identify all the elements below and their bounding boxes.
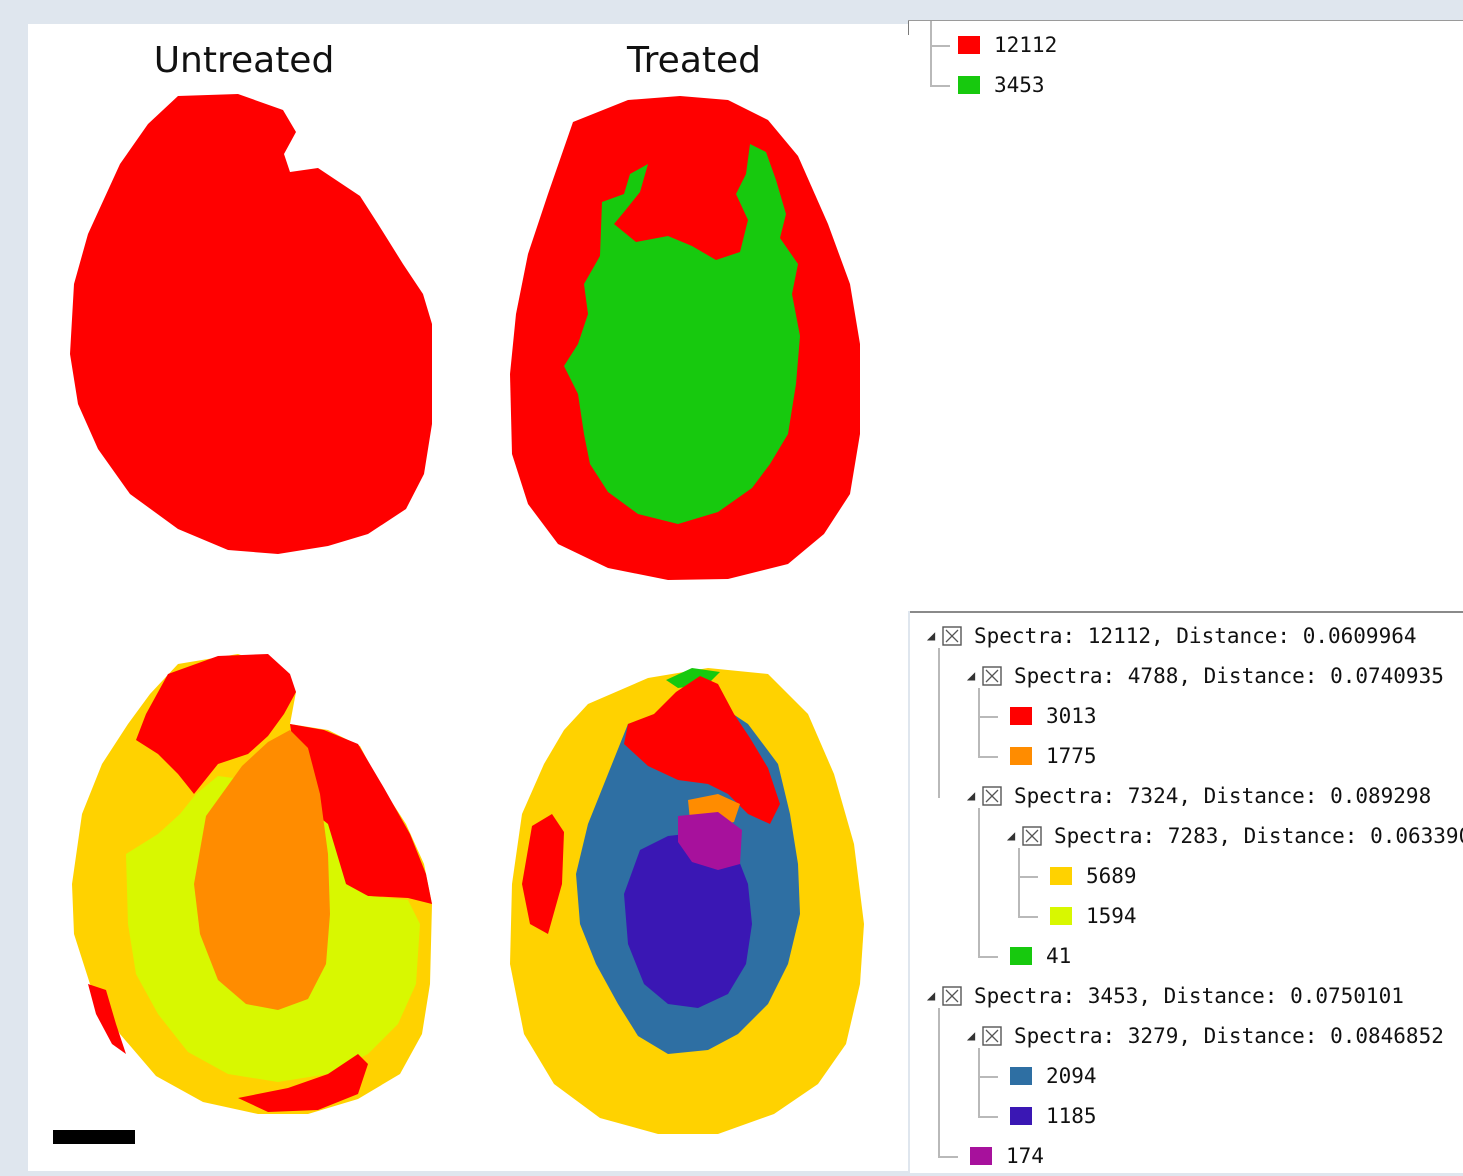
- cluster-checkbox-icon[interactable]: [982, 1026, 1002, 1046]
- tree-leaf-node[interactable]: 5689: [1050, 856, 1137, 896]
- tree-connector: [930, 85, 950, 87]
- treated-detail-region-red-left: [522, 814, 564, 934]
- cluster-checkbox-icon[interactable]: [942, 626, 962, 646]
- treated-k2-region-green: [564, 144, 800, 524]
- tree-node-label: Spectra: 4788, Distance: 0.0740935: [1014, 664, 1444, 688]
- tree-connector: [978, 808, 980, 958]
- segmentation-figure: Untreated Treated: [28, 24, 908, 1171]
- tree-leaf-node[interactable]: 1594: [1050, 896, 1137, 936]
- bottom-cluster-tree-panel: ◢ Spectra: 12112, Distance: 0.0609964 ◢ Spe…: [910, 611, 1463, 1173]
- tree-cluster-node[interactable]: ◢ Spectra: 4788, Distance: 0.0740935: [960, 656, 1444, 696]
- tree-cluster-node[interactable]: ◢ Spectra: 3279, Distance: 0.0846852: [960, 1016, 1444, 1056]
- tree-node-label: Spectra: 3279, Distance: 0.0846852: [1014, 1024, 1444, 1048]
- tree-connector: [930, 21, 932, 85]
- untreated-detail-region-red-bottom: [238, 1054, 368, 1112]
- tree-leaf-3453[interactable]: 3453: [958, 65, 1045, 105]
- untreated-detail-region-orange: [194, 730, 330, 1010]
- tree-connector: [978, 956, 998, 958]
- top-cluster-tree-panel: 12112 3453: [908, 20, 1463, 611]
- scale-bar: [53, 1130, 135, 1144]
- untreated-detail-region-red-left: [88, 984, 126, 1054]
- cluster-checkbox-icon[interactable]: [982, 786, 1002, 806]
- tree-cluster-node[interactable]: ◢ Spectra: 12112, Distance: 0.0609964: [920, 616, 1417, 656]
- tree-connector: [978, 716, 998, 718]
- cluster-color-swatch: [1010, 947, 1032, 965]
- tree-connector: [938, 1008, 940, 1158]
- treated-label: Treated: [626, 40, 762, 81]
- tree-leaf-label: 12112: [994, 33, 1058, 57]
- cluster-color-swatch: [958, 36, 980, 54]
- cluster-color-swatch: [1050, 907, 1072, 925]
- tree-connector: [978, 1116, 998, 1118]
- tree-connector: [1018, 876, 1038, 878]
- untreated-label: Untreated: [153, 40, 335, 81]
- tree-connector: [1018, 848, 1020, 918]
- untreated-detail-region-red-right: [290, 724, 432, 904]
- untreated-k2-region-red: [70, 94, 432, 554]
- expand-arrow-icon[interactable]: ◢: [926, 628, 936, 644]
- treated-detail-region-red-top: [624, 676, 780, 824]
- tree-leaf-label: 3013: [1046, 704, 1097, 728]
- tree-node-label: Spectra: 3453, Distance: 0.0750101: [974, 984, 1404, 1008]
- expand-arrow-icon[interactable]: ◢: [926, 988, 936, 1004]
- tree-leaf-label: 41: [1046, 944, 1072, 968]
- tree-cluster-node[interactable]: ◢ Spectra: 3453, Distance: 0.0750101: [920, 976, 1404, 1016]
- tree-leaf-label: 174: [1006, 1144, 1044, 1168]
- tree-connector: [1018, 916, 1038, 918]
- cluster-color-swatch: [1050, 867, 1072, 885]
- expand-arrow-icon[interactable]: ◢: [966, 668, 976, 684]
- expand-arrow-icon[interactable]: ◢: [966, 788, 976, 804]
- tree-connector: [978, 688, 980, 758]
- expand-arrow-icon[interactable]: ◢: [966, 1028, 976, 1044]
- panel-edge-line: [908, 21, 909, 35]
- treated-detail-region-indigo: [624, 832, 752, 1008]
- cluster-color-swatch: [1010, 747, 1032, 765]
- tree-node-label: Spectra: 7324, Distance: 0.089298: [1014, 784, 1432, 808]
- tree-connector: [930, 45, 950, 47]
- cluster-checkbox-icon[interactable]: [1022, 826, 1042, 846]
- tree-leaf-label: 1594: [1086, 904, 1137, 928]
- tree-connector: [978, 1048, 980, 1118]
- cluster-checkbox-icon[interactable]: [942, 986, 962, 1006]
- cluster-color-swatch: [958, 76, 980, 94]
- tree-cluster-node[interactable]: ◢ Spectra: 7324, Distance: 0.089298: [960, 776, 1431, 816]
- tree-leaf-node[interactable]: 41: [1010, 936, 1071, 976]
- tree-connector: [938, 648, 940, 798]
- tree-node-label: Spectra: 12112, Distance: 0.0609964: [974, 624, 1417, 648]
- tree-cluster-node[interactable]: ◢ Spectra: 7283, Distance: 0.0633909: [1000, 816, 1463, 856]
- segmentation-maps: [70, 94, 864, 1134]
- cluster-checkbox-icon[interactable]: [982, 666, 1002, 686]
- expand-arrow-icon[interactable]: ◢: [1006, 828, 1016, 844]
- tree-leaf-label: 1185: [1046, 1104, 1097, 1128]
- cluster-color-swatch: [1010, 707, 1032, 725]
- tree-connector: [978, 1076, 998, 1078]
- tree-connector: [978, 756, 998, 758]
- tree-node-label: Spectra: 7283, Distance: 0.0633909: [1054, 824, 1463, 848]
- tree-leaf-node[interactable]: 3013: [1010, 696, 1097, 736]
- tree-leaf-label: 5689: [1086, 864, 1137, 888]
- tree-connector: [938, 1156, 958, 1158]
- tree-leaf-label: 1775: [1046, 744, 1097, 768]
- tree-leaf-node[interactable]: 2094: [1010, 1056, 1097, 1096]
- tree-leaf-node[interactable]: 1775: [1010, 736, 1097, 776]
- cluster-color-swatch: [1010, 1107, 1032, 1125]
- tree-leaf-label: 3453: [994, 73, 1045, 97]
- tree-leaf-label: 2094: [1046, 1064, 1097, 1088]
- tree-leaf-node[interactable]: 1185: [1010, 1096, 1097, 1136]
- tree-leaf-12112[interactable]: 12112: [958, 25, 1057, 65]
- cluster-color-swatch: [1010, 1067, 1032, 1085]
- tree-leaf-node[interactable]: 174: [970, 1136, 1044, 1176]
- untreated-detail-region-red-upper: [136, 654, 296, 794]
- cluster-color-swatch: [970, 1147, 992, 1165]
- treated-detail-region-purple: [678, 812, 742, 870]
